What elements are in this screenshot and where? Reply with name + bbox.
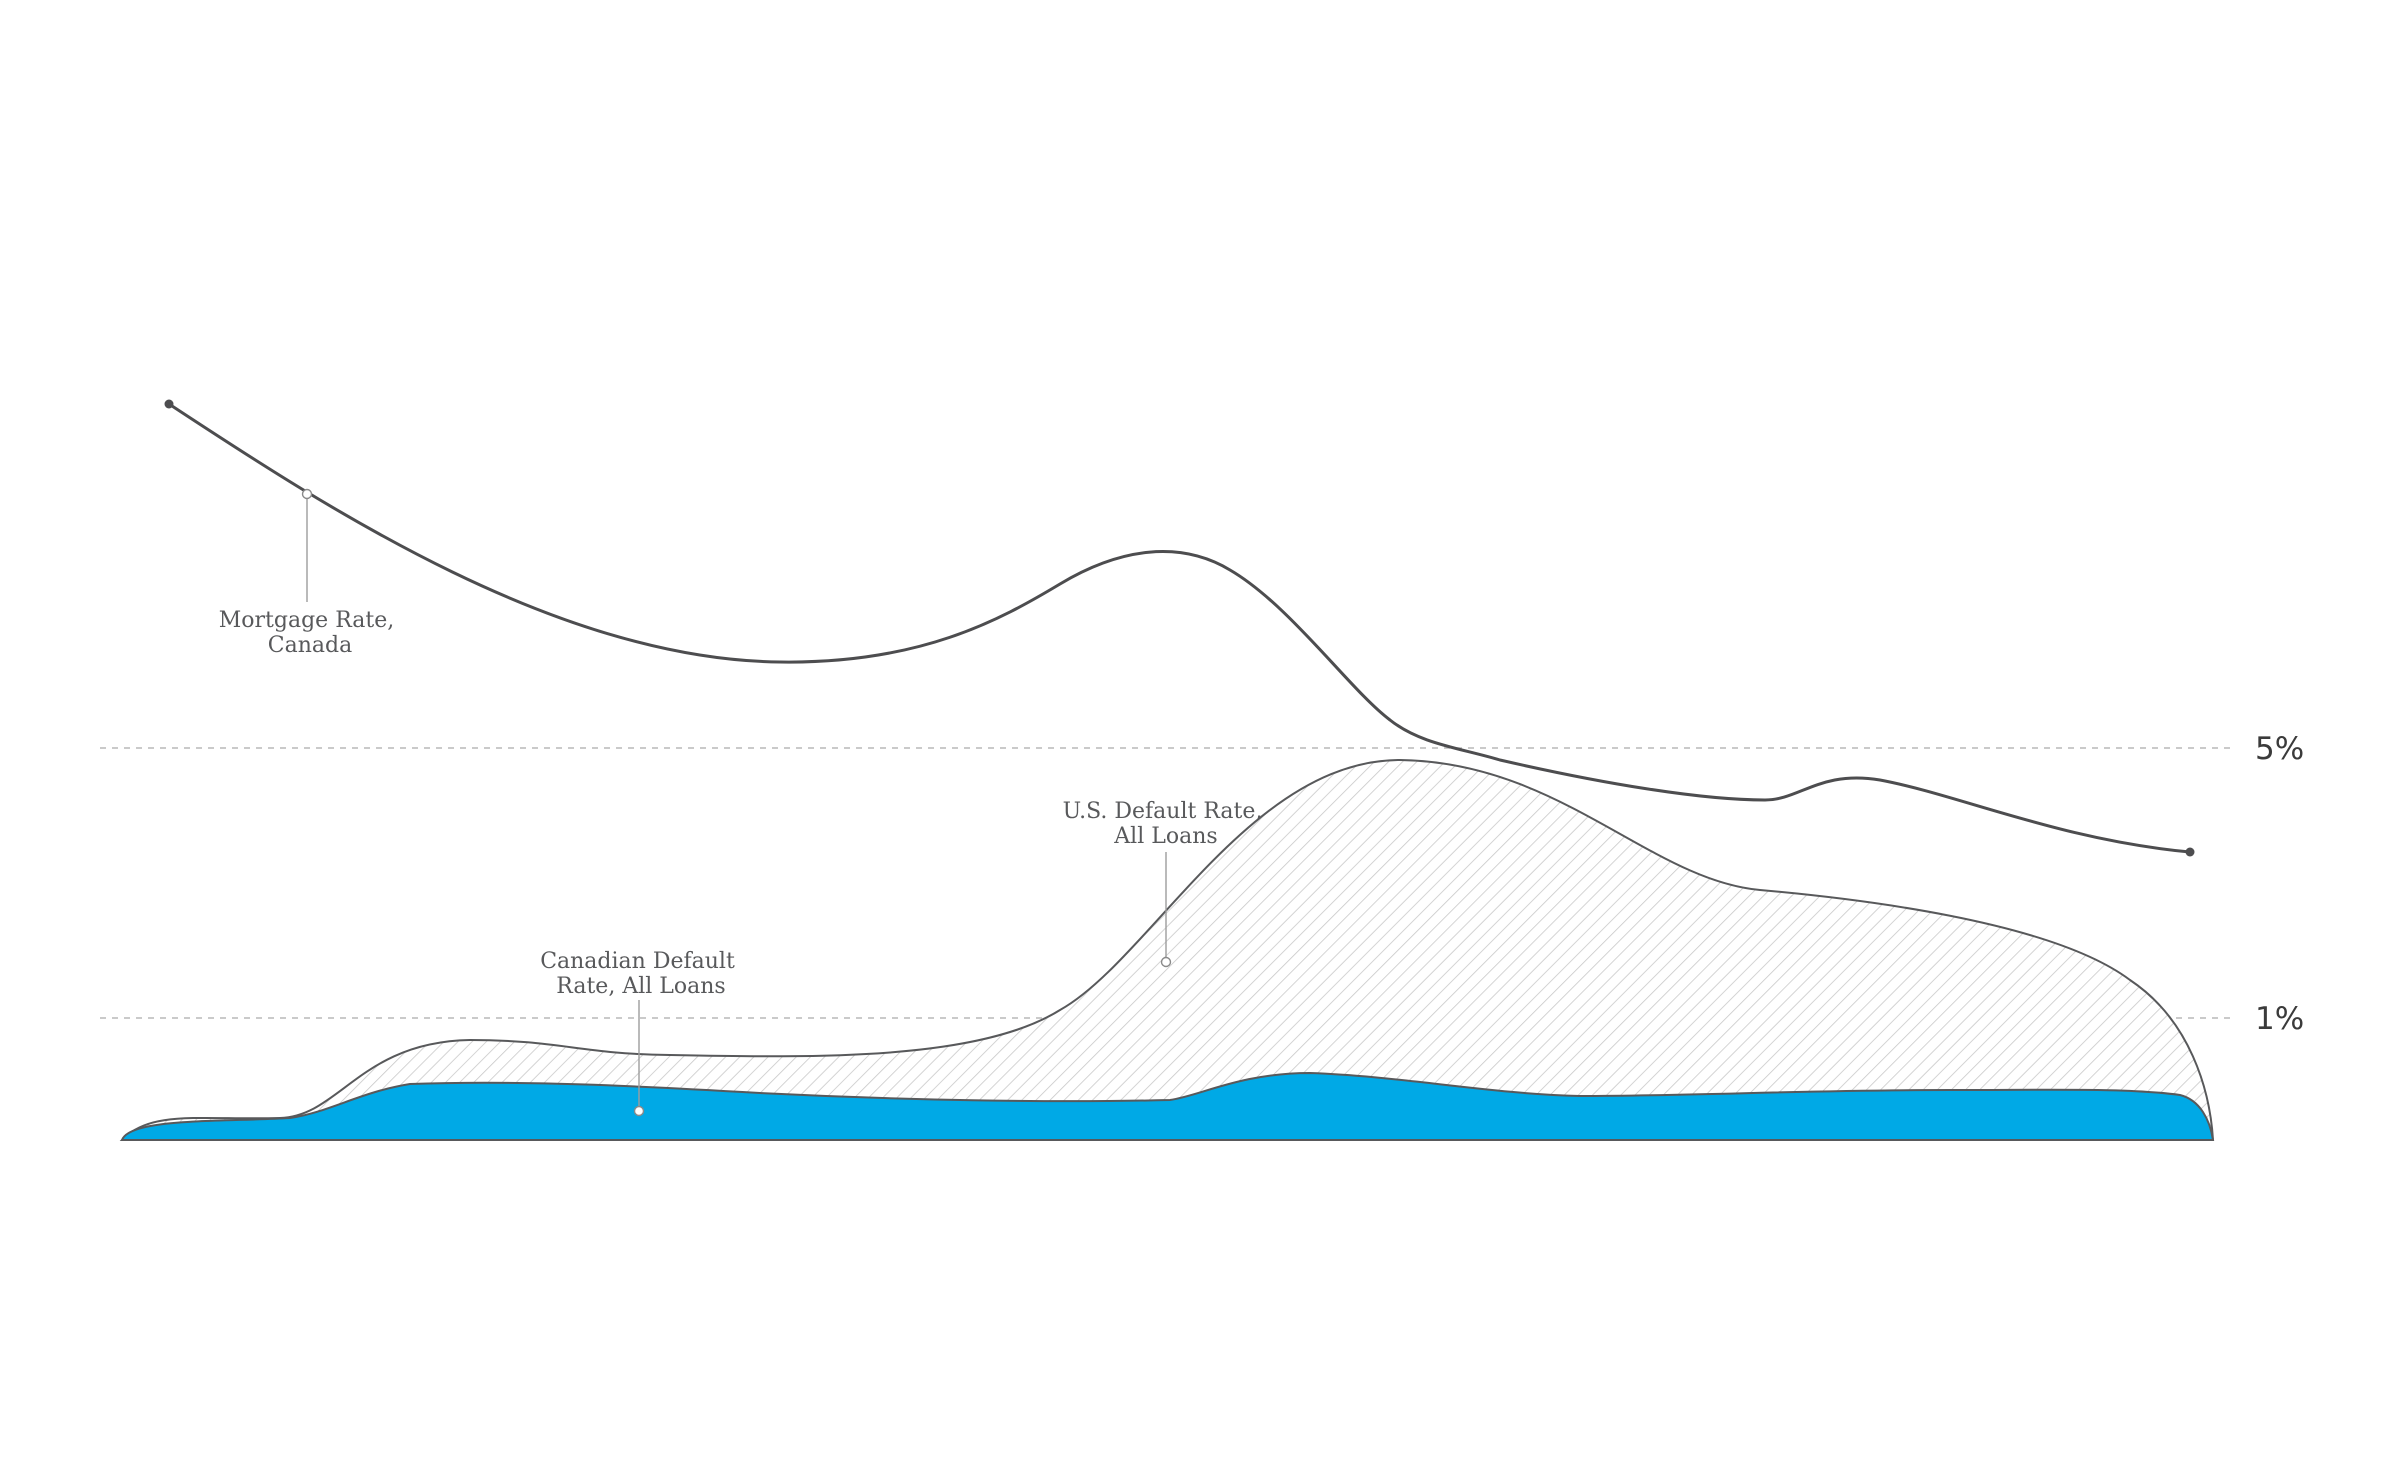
mortgage-label-line-1: Mortgage Rate, <box>219 608 394 633</box>
y-tick-label-5pct: 5% <box>2255 731 2304 767</box>
mortgage-label: Mortgage Rate, Canada <box>219 608 401 658</box>
mortgage-rate-line <box>168 402 2191 854</box>
y-tick-label-1pct: 1% <box>2255 1001 2304 1037</box>
canadian-default-leader-dot <box>633 1105 645 1117</box>
mortgage-line-start-marker <box>164 399 174 409</box>
canadian-default-label-line-1: Canadian Default <box>540 949 735 974</box>
mortgage-leader-dot <box>301 488 313 500</box>
us-default-leader-dot <box>1160 956 1172 968</box>
mortgage-line-end-marker <box>2185 847 2195 857</box>
us-default-label: U.S. Default Rate, All Loans <box>1063 799 1270 849</box>
us-default-label-line-2: All Loans <box>1113 824 1217 849</box>
canadian-default-label: Canadian Default Rate, All Loans <box>540 949 742 999</box>
us-default-label-line-1: U.S. Default Rate, <box>1063 799 1263 824</box>
us-default-area <box>119 758 2215 1141</box>
mortgage-label-line-2: Canada <box>268 633 352 658</box>
canadian-default-label-line-2: Rate, All Loans <box>556 974 725 999</box>
canadian-default-area <box>120 1071 2215 1141</box>
